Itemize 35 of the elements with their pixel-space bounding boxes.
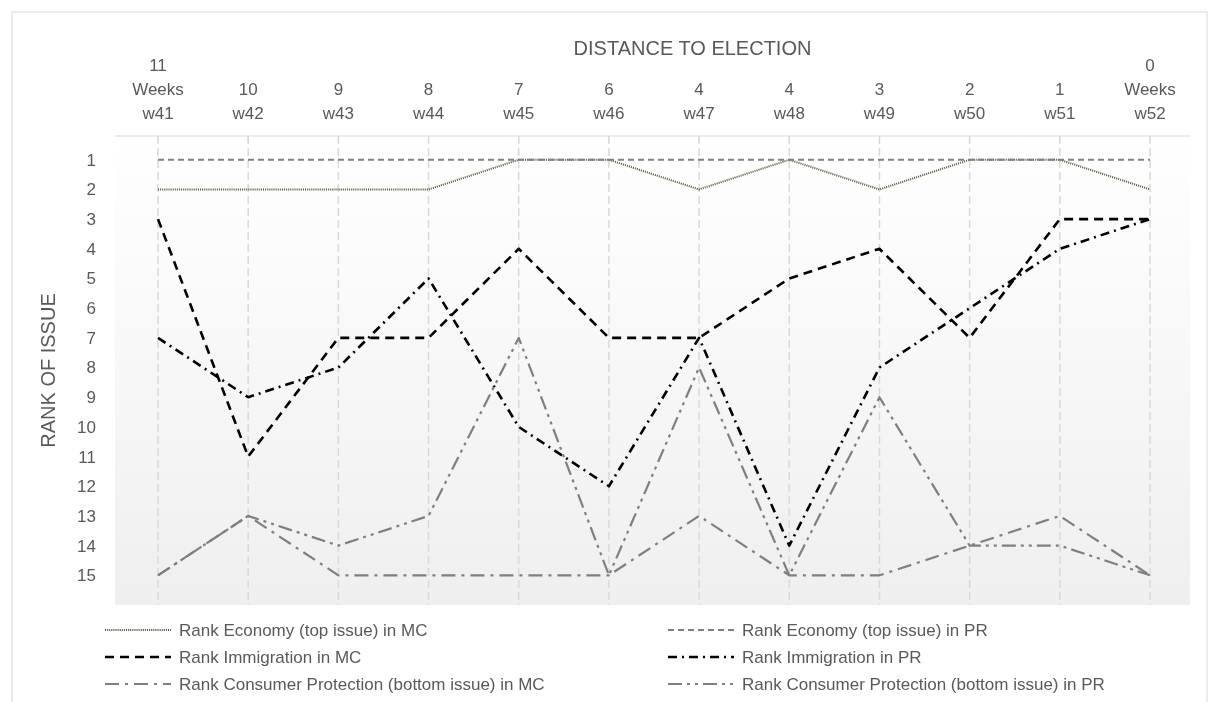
x-tick-label: 6 w46 [592,80,625,123]
x-tick-label: 4 w48 [772,80,805,123]
legend-label: Rank Consumer Protection (bottom issue) in MC [179,674,545,694]
x-tick-label: 3 w49 [862,80,896,123]
x-tick-label: 2 w50 [953,80,986,123]
y-tick-label: 10 [77,417,96,437]
y-tick-label: 8 [86,358,96,378]
y-tick-label: 13 [77,506,96,526]
y-tick-label: 12 [77,477,96,497]
y-tick-label: 3 [86,210,96,230]
legend-label: Rank Consumer Protection (bottom issue) in PR [742,674,1105,694]
y-tick-label: 9 [86,388,96,408]
x-axis-title: DISTANCE TO ELECTION [573,37,812,59]
legend-label: Rank Immigration in PR [742,647,922,667]
x-tick-label: 8 w44 [411,80,445,123]
y-tick-label: 4 [86,239,96,259]
y-tick-label: 6 [86,299,96,319]
x-tick-label: 0 Weeks w52 [1124,56,1176,123]
y-tick-label: 5 [86,269,96,289]
y-axis-title: RANK OF ISSUE [37,293,59,448]
legend-label: Rank Economy (top issue) in MC [179,620,428,640]
y-tick-label: 15 [77,566,96,586]
legend-label: Rank Immigration in MC [179,647,362,667]
x-tick-label: 7 w45 [502,80,535,123]
y-tick-label: 14 [77,536,96,556]
y-tick-label: 7 [86,328,96,348]
legend-label: Rank Economy (top issue) in PR [742,620,988,640]
x-tick-label: 1 w51 [1043,80,1076,123]
y-tick-label: 2 [86,180,96,200]
y-tick-label: 11 [78,447,96,467]
x-tick-label: 9 w43 [321,80,354,123]
x-tick-label: 10 w42 [231,80,264,123]
x-tick-label: 11 Weeks w41 [132,56,184,123]
y-tick-label: 1 [86,150,96,170]
x-tick-label: 4 w47 [682,80,715,123]
